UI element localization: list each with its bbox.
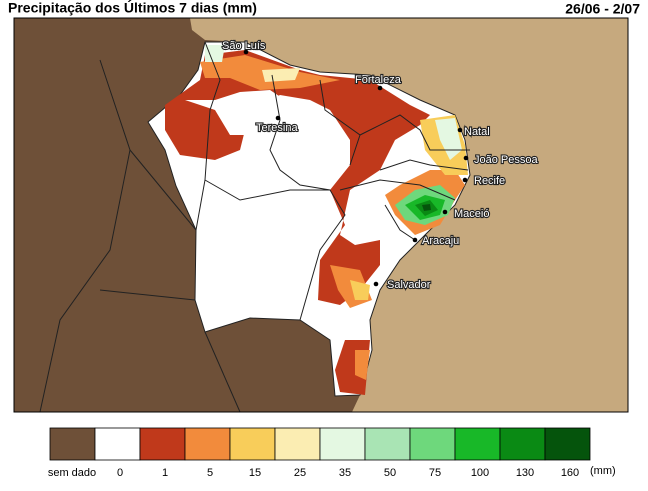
map-frame (13, 17, 629, 413)
city-dot (377, 85, 383, 91)
legend-swatch (49, 427, 96, 461)
legend-label: 25 (294, 467, 306, 479)
legend-swatch (184, 427, 231, 461)
city-dot (412, 237, 418, 243)
city-label: João Pessoa (474, 154, 538, 166)
city-label: Fortaleza (355, 74, 402, 86)
city-dot (457, 127, 463, 133)
period: 26/06 - 2/07 (565, 1, 640, 17)
legend-label: 100 (471, 467, 489, 479)
legend-label: 35 (339, 467, 351, 479)
city-dot (462, 177, 468, 183)
legend: sem dado 0 1 5 15 25 35 50 75 100 130 160 (mm) (48, 427, 616, 479)
legend-swatch (364, 427, 411, 461)
legend-label: sem dado (48, 467, 96, 479)
legend-swatch (454, 427, 501, 461)
legend-label: 130 (516, 467, 534, 479)
city-label: São Luís (222, 40, 266, 52)
state-borders (39, 41, 470, 413)
legend-label: 50 (384, 467, 396, 479)
precipitation (165, 45, 468, 395)
city-label: Recife (474, 175, 505, 187)
legend-label: 15 (249, 467, 261, 479)
city-dot (442, 209, 448, 215)
legend-unit: (mm) (590, 465, 616, 477)
legend-swatch (229, 427, 276, 461)
city-label: Salvador (387, 279, 431, 291)
city-label: Natal (464, 126, 490, 138)
city-label: Aracaju (422, 235, 459, 247)
city-label: Maceió (454, 208, 489, 220)
ocean (190, 18, 628, 412)
map: São Luís Fortaleza Teresina Natal João Pesso… (13, 17, 629, 413)
city-dot (373, 281, 379, 287)
city-dot (463, 155, 469, 161)
map-title: Precipitação dos Últimos 7 dias (mm) (8, 0, 257, 16)
legend-swatch (319, 427, 366, 461)
legend-label: 160 (561, 467, 579, 479)
legend-swatch (274, 427, 321, 461)
city-layer: São Luís Fortaleza Teresina Natal João Pesso… (221, 39, 540, 292)
legend-label: 1 (162, 467, 168, 479)
city-label: Teresina (256, 122, 298, 134)
legend-label: 5 (207, 467, 213, 479)
legend-swatch (499, 427, 546, 461)
legend-swatch (409, 427, 456, 461)
legend-swatch (94, 427, 141, 461)
legend-swatch (139, 427, 186, 461)
city-dot (243, 49, 249, 55)
city-dot (275, 115, 281, 121)
legend-swatch (544, 427, 591, 461)
legend-label: 0 (117, 467, 123, 479)
legend-label: 75 (429, 467, 441, 479)
